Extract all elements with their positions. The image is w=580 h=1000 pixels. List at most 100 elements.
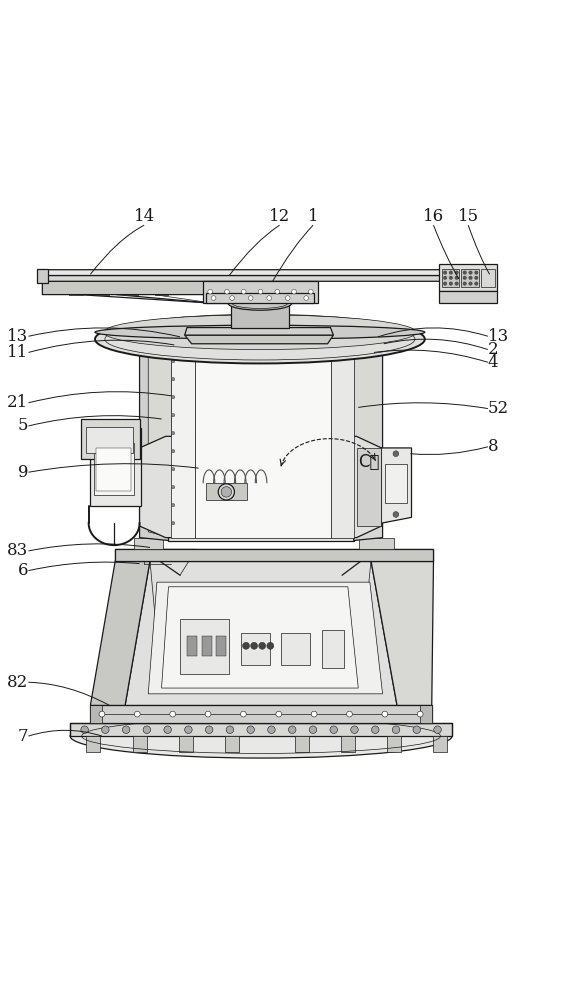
Polygon shape (206, 483, 246, 500)
Circle shape (208, 289, 212, 294)
Polygon shape (382, 448, 411, 523)
Circle shape (449, 271, 452, 274)
Bar (216, 636, 226, 656)
Circle shape (205, 726, 213, 733)
Polygon shape (124, 281, 138, 295)
Bar (241, 633, 270, 665)
Circle shape (455, 282, 458, 285)
Circle shape (469, 271, 472, 274)
Polygon shape (69, 281, 83, 295)
Circle shape (276, 711, 282, 717)
Circle shape (171, 395, 175, 399)
Circle shape (211, 296, 216, 300)
Text: 21: 21 (7, 394, 28, 411)
Circle shape (382, 711, 387, 717)
Polygon shape (148, 582, 383, 694)
Circle shape (463, 282, 466, 285)
Circle shape (242, 642, 249, 649)
Text: 9: 9 (18, 464, 28, 481)
Polygon shape (387, 736, 401, 752)
Polygon shape (42, 275, 481, 281)
Circle shape (347, 711, 353, 717)
Circle shape (288, 726, 296, 733)
Polygon shape (81, 419, 140, 459)
Text: 13: 13 (488, 328, 509, 345)
Bar (180, 619, 229, 674)
Polygon shape (148, 338, 171, 538)
Bar (95, 443, 134, 495)
Circle shape (205, 711, 211, 717)
Circle shape (417, 711, 423, 717)
Text: 83: 83 (7, 542, 28, 559)
Circle shape (285, 296, 290, 300)
Circle shape (171, 449, 175, 453)
Text: 1: 1 (308, 208, 318, 225)
Circle shape (463, 271, 466, 274)
Polygon shape (140, 344, 169, 541)
Polygon shape (461, 269, 478, 287)
Circle shape (184, 726, 192, 733)
Polygon shape (206, 293, 314, 303)
Circle shape (392, 726, 400, 733)
Circle shape (449, 276, 452, 280)
Circle shape (99, 711, 105, 717)
Circle shape (81, 726, 88, 733)
Circle shape (304, 296, 309, 300)
Circle shape (393, 512, 399, 517)
Circle shape (241, 289, 246, 294)
Polygon shape (95, 281, 109, 295)
Polygon shape (70, 723, 452, 736)
Polygon shape (90, 705, 102, 723)
Polygon shape (371, 561, 433, 705)
Circle shape (171, 467, 175, 471)
Circle shape (469, 282, 472, 285)
Polygon shape (439, 291, 497, 303)
Circle shape (469, 276, 472, 280)
Circle shape (258, 289, 263, 294)
Circle shape (171, 359, 175, 363)
Circle shape (443, 271, 447, 274)
Polygon shape (481, 269, 495, 287)
Circle shape (259, 642, 266, 649)
Polygon shape (162, 587, 358, 688)
Text: 4: 4 (488, 354, 498, 371)
Ellipse shape (104, 315, 416, 350)
Text: 82: 82 (7, 674, 28, 691)
Polygon shape (439, 264, 497, 291)
Circle shape (268, 726, 276, 733)
Circle shape (292, 289, 296, 294)
Circle shape (102, 726, 109, 733)
Polygon shape (194, 347, 331, 538)
Polygon shape (225, 736, 239, 752)
Polygon shape (134, 538, 163, 549)
Ellipse shape (95, 315, 425, 363)
Polygon shape (331, 347, 354, 538)
Circle shape (455, 276, 458, 280)
Circle shape (351, 726, 358, 733)
Circle shape (164, 726, 172, 733)
Circle shape (171, 431, 175, 435)
Circle shape (309, 289, 313, 294)
Circle shape (372, 726, 379, 733)
Bar (96, 448, 131, 491)
Polygon shape (115, 549, 433, 561)
Polygon shape (140, 436, 382, 538)
Text: 6: 6 (18, 562, 28, 579)
Polygon shape (357, 448, 382, 526)
Circle shape (122, 726, 130, 733)
Circle shape (218, 484, 234, 500)
Text: 2: 2 (488, 341, 498, 358)
Text: 7: 7 (18, 728, 28, 745)
Circle shape (224, 289, 229, 294)
Polygon shape (42, 270, 482, 275)
Polygon shape (90, 561, 150, 705)
Polygon shape (155, 281, 169, 295)
Circle shape (248, 296, 253, 300)
Circle shape (443, 282, 447, 285)
Bar (281, 633, 310, 665)
Polygon shape (37, 269, 48, 283)
Circle shape (434, 726, 441, 733)
Circle shape (463, 276, 466, 280)
Circle shape (171, 413, 175, 417)
Text: C轴: C轴 (358, 453, 380, 471)
